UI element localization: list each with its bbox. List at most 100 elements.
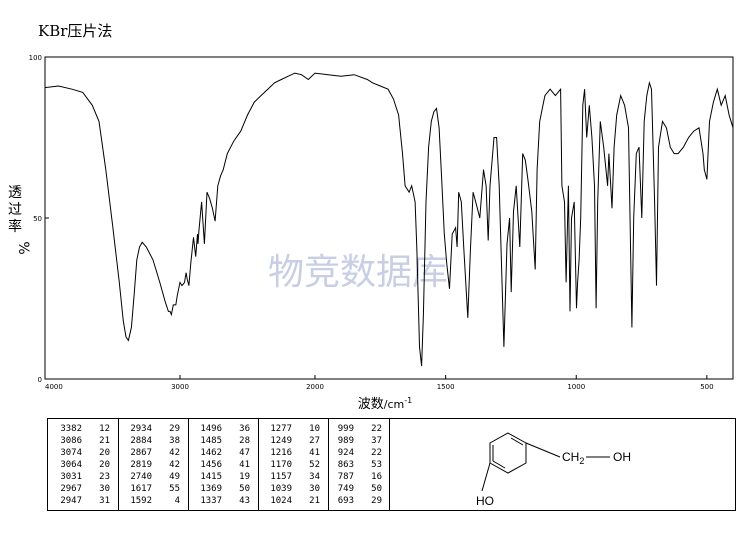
- peak-transmittance: 22: [371, 448, 382, 458]
- peak-wavenumber: 1024: [270, 496, 292, 506]
- peak-wavenumber: 863: [337, 460, 354, 470]
- peak-table-row: 924 22: [329, 447, 390, 459]
- peak-table-row: 2819 42: [119, 459, 188, 471]
- peak-table-column: 3382 12 3086 21 3074 20 3064 20 3031 23 2967 30 2947…: [48, 419, 118, 510]
- peak-table-column: 999 22 989 37 924 22 863 53 787 16 749 50 693 29: [328, 419, 390, 510]
- peak-wavenumber: 3086: [60, 436, 82, 446]
- peak-wavenumber: 989: [337, 436, 354, 446]
- peak-wavenumber: 2740: [130, 472, 152, 482]
- peak-table-row: 1024 21: [259, 495, 328, 507]
- peak-transmittance: 30: [99, 484, 110, 494]
- peak-transmittance: 21: [99, 436, 110, 446]
- peak-table-row: 1415 19: [189, 471, 258, 483]
- peak-wavenumber: 3031: [60, 472, 82, 482]
- peak-transmittance: 20: [99, 448, 110, 458]
- peak-wavenumber: 1277: [270, 424, 292, 434]
- peak-transmittance: 29: [169, 424, 180, 434]
- peak-transmittance: 29: [371, 496, 382, 506]
- x-tick-label: 2000: [306, 383, 324, 391]
- y-axis-label-char: %: [15, 241, 31, 254]
- peak-table-row: 1496 36: [189, 423, 258, 435]
- peak-table-row: 1249 27: [259, 435, 328, 447]
- peak-wavenumber: 1369: [200, 484, 222, 494]
- peak-wavenumber: 999: [337, 424, 354, 434]
- peak-wavenumber: 1617: [130, 484, 152, 494]
- peak-table-row: 1456 41: [189, 459, 258, 471]
- peak-wavenumber: 1039: [270, 484, 292, 494]
- spectrum-series-line: [44, 72, 734, 367]
- peak-transmittance: 31: [99, 496, 110, 506]
- y-axis-label: 透过率%: [8, 185, 31, 255]
- peak-transmittance: 30: [309, 484, 320, 494]
- watermark: 物竞数据库: [268, 252, 448, 293]
- peak-table-row: 3086 21: [48, 435, 118, 447]
- peak-wavenumber: 1496: [200, 424, 222, 434]
- peak-table-row: 2884 38: [119, 435, 188, 447]
- peak-wavenumber: 1456: [200, 460, 222, 470]
- y-tick-label: 100: [29, 54, 42, 62]
- peak-table-row: 1216 41: [259, 447, 328, 459]
- peak-wavenumber: 1415: [200, 472, 222, 482]
- peak-table-row: 2934 29: [119, 423, 188, 435]
- peak-transmittance: 50: [371, 484, 382, 494]
- oh-label-top: OH: [613, 450, 631, 464]
- peak-wavenumber: 3382: [60, 424, 82, 434]
- x-tick-label: 1000: [567, 383, 585, 391]
- peak-wavenumber: 1592: [130, 496, 152, 506]
- y-axis-label-char: 透: [8, 185, 22, 201]
- peak-wavenumber: 2947: [60, 496, 82, 506]
- peak-transmittance: 50: [239, 484, 250, 494]
- y-axis-label-char: 率: [8, 218, 22, 235]
- peak-wavenumber: 2967: [60, 484, 82, 494]
- peak-wavenumber: 3064: [60, 460, 82, 470]
- peak-wavenumber: 2867: [130, 448, 152, 458]
- peak-wavenumber: 1485: [200, 436, 222, 446]
- peak-table-row: 863 53: [329, 459, 390, 471]
- peak-table: 3382 12 3086 21 3074 20 3064 20 3031 23 2967 30 2947…: [47, 418, 390, 511]
- peak-wavenumber: 1337: [200, 496, 222, 506]
- ir-spectrum-chart: KBr压片法 物竞数据库 透过率% 4000 3000 2000 1500 1000 50…: [8, 22, 734, 412]
- peak-table-row: 2947 31: [48, 495, 118, 507]
- peak-table-row: 1592 4: [119, 495, 188, 507]
- peak-table-row: 999 22: [329, 423, 390, 435]
- peak-table-column: 1496 36 1485 28 1462 47 1456 41 1415 19 1369 50 1337…: [188, 419, 258, 510]
- peak-table-column: 2934 29 2884 38 2867 42 2819 42 2740 49 1617 55 1592…: [118, 419, 188, 510]
- axis-ticks: 4000 3000 2000 1500 1000 500 0 50 100: [29, 54, 714, 391]
- peak-transmittance: 52: [309, 460, 320, 470]
- peak-table-row: 3031 23: [48, 471, 118, 483]
- peak-wavenumber: 1157: [270, 472, 292, 482]
- peak-wavenumber: 2819: [130, 460, 152, 470]
- peak-table-row: 693 29: [329, 495, 390, 507]
- peak-wavenumber: 1216: [270, 448, 292, 458]
- peak-transmittance: 28: [239, 436, 250, 446]
- peak-wavenumber: 787: [337, 472, 354, 482]
- x-tick-label: 3000: [171, 383, 189, 391]
- peak-table-row: 989 37: [329, 435, 390, 447]
- peak-table-row: 1039 30: [259, 483, 328, 495]
- peak-table-row: 1617 55: [119, 483, 188, 495]
- peak-table-row: 1170 52: [259, 459, 328, 471]
- peak-table-row: 1157 34: [259, 471, 328, 483]
- molecule-structure: CH2 OH HO: [476, 432, 631, 508]
- peak-wavenumber: 1249: [270, 436, 292, 446]
- structure-box: CH2 OH HO: [390, 418, 736, 511]
- peak-table-row: 1462 47: [189, 447, 258, 459]
- peak-table-row: 2740 49: [119, 471, 188, 483]
- y-axis-label-char: 过: [8, 202, 22, 218]
- peak-transmittance: 19: [239, 472, 250, 482]
- peak-table-row: 3074 20: [48, 447, 118, 459]
- peak-table-row: 2967 30: [48, 483, 118, 495]
- peak-table-row: 1369 50: [189, 483, 258, 495]
- ho-label-bottom: HO: [476, 494, 494, 508]
- peak-transmittance: 21: [309, 496, 320, 506]
- peak-transmittance: 23: [99, 472, 110, 482]
- peak-table-row: 749 50: [329, 483, 390, 495]
- x-tick-label: 500: [700, 383, 713, 391]
- method-label: KBr压片法: [38, 22, 112, 40]
- peak-transmittance: 53: [371, 460, 382, 470]
- peak-transmittance: 42: [169, 460, 180, 470]
- peak-transmittance: 49: [169, 472, 180, 482]
- peak-transmittance: 27: [309, 436, 320, 446]
- peak-transmittance: 55: [169, 484, 180, 494]
- peak-transmittance: 43: [239, 496, 250, 506]
